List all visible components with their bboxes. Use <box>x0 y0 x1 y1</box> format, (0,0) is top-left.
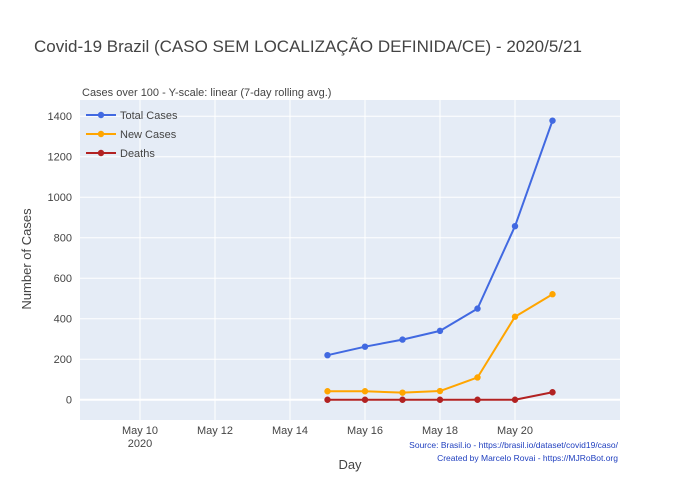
data-point[interactable] <box>399 396 406 403</box>
y-axis-ticks: 0 200 400 600 800 1000 1200 1400 <box>48 111 72 407</box>
x-tick-label: May 16 <box>347 425 383 437</box>
x-tick-label: May 20 <box>497 425 533 437</box>
data-point[interactable] <box>474 396 481 403</box>
y-tick-label: 400 <box>54 314 72 326</box>
data-point[interactable] <box>511 222 519 230</box>
legend-marker-swatch <box>97 111 105 119</box>
data-point[interactable] <box>549 389 556 396</box>
plot-area <box>80 100 620 420</box>
legend-label: New Cases <box>120 129 177 141</box>
credit-line: Created by Marcelo Rovai - https://MJRoB… <box>437 453 618 463</box>
data-point[interactable] <box>324 351 331 359</box>
x-axis-title: Day <box>338 457 362 472</box>
legend-marker-swatch <box>97 149 105 157</box>
x-tick-label: May 18 <box>422 425 458 437</box>
legend-item[interactable]: Deaths <box>86 148 155 160</box>
chart-subtitle: Cases over 100 - Y-scale: linear (7-day … <box>82 87 331 99</box>
data-point[interactable] <box>361 343 369 350</box>
data-point[interactable] <box>436 396 444 403</box>
y-tick-label: 800 <box>54 233 72 245</box>
y-tick-label: 600 <box>54 273 72 285</box>
legend-item[interactable]: New Cases <box>86 129 177 141</box>
legend-item[interactable]: Total Cases <box>86 110 178 122</box>
series-layer <box>324 117 556 403</box>
legend-label: Total Cases <box>120 110 178 122</box>
data-point[interactable] <box>511 313 519 320</box>
data-point[interactable] <box>436 387 444 395</box>
data-point[interactable] <box>436 327 444 335</box>
data-point[interactable] <box>361 388 369 395</box>
data-point[interactable] <box>549 291 556 298</box>
legend-marker-swatch <box>97 130 105 138</box>
series-deaths <box>324 389 556 403</box>
y-tick-label: 0 <box>66 395 72 407</box>
series-new-cases <box>324 291 556 396</box>
x-tick-year-label: 2020 <box>128 438 152 450</box>
gridlines <box>80 100 620 420</box>
data-point[interactable] <box>361 396 369 403</box>
data-point[interactable] <box>399 336 406 343</box>
data-point[interactable] <box>324 396 331 403</box>
y-tick-label: 1000 <box>48 192 72 204</box>
data-point[interactable] <box>511 396 519 403</box>
data-point[interactable] <box>399 389 406 396</box>
source-line: Source: Brasil.io - https://brasil.io/da… <box>409 440 618 450</box>
x-tick-label: May 10 <box>122 425 158 437</box>
y-axis-title: Number of Cases <box>19 208 34 310</box>
legend-label: Deaths <box>120 148 155 160</box>
y-tick-label: 1200 <box>48 152 72 164</box>
legend: Total Cases New Cases Deaths <box>86 110 178 160</box>
y-tick-label: 200 <box>54 354 72 366</box>
y-tick-label: 1400 <box>48 111 72 123</box>
data-point[interactable] <box>474 374 481 381</box>
data-point[interactable] <box>324 388 331 395</box>
chart-title: Covid-19 Brazil (CASO SEM LOCALIZAÇÃO DE… <box>34 37 582 56</box>
x-tick-label: May 12 <box>197 425 233 437</box>
x-tick-label: May 14 <box>272 425 308 437</box>
series-total-cases <box>324 117 556 359</box>
data-point[interactable] <box>474 305 481 312</box>
data-point[interactable] <box>549 117 556 124</box>
